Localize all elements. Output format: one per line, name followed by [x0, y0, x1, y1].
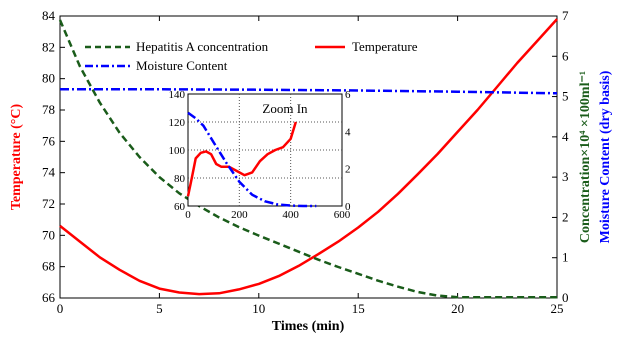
- y-right-tick-label: 5: [562, 89, 569, 104]
- inset-x-tick-label: 200: [231, 209, 248, 221]
- inset-y-left-tick-label: 120: [169, 117, 186, 129]
- legend-hepatitis-label: Hepatitis A concentration: [136, 39, 269, 54]
- series-line-moisture-content: [60, 88, 558, 95]
- inset-grid: [188, 94, 342, 206]
- inset-y-left-tick-label: 80: [174, 173, 186, 185]
- series-line-hepatitis-a-concentration: [58, 19, 557, 299]
- inset-y-right-tick-label: 2: [345, 164, 351, 176]
- legend: Hepatitis A concentration Temperature Mo…: [85, 39, 418, 73]
- y-right-tick-label: 7: [562, 8, 569, 23]
- y-left-tick-label: 82: [42, 39, 55, 54]
- x-tick-label: 5: [156, 301, 163, 316]
- y-right-tick-label: 2: [562, 209, 569, 224]
- y-left-tick-label: 84: [42, 8, 56, 23]
- legend-moisture-label: Moisture Content: [136, 58, 228, 73]
- x-tick-label: 15: [352, 301, 365, 316]
- inset-series-line-moisture-content: [187, 111, 317, 208]
- y-left-tick-label: 68: [42, 259, 55, 274]
- x-tick-label: 0: [57, 301, 64, 316]
- inset-title: Zoom In: [262, 101, 308, 116]
- inset-y-left-tick-label: 100: [169, 145, 186, 157]
- main-series: [58, 18, 558, 299]
- inset-x-tick-label: 600: [334, 209, 351, 221]
- y-right-tick-label: 0: [562, 290, 569, 305]
- x-axis-label: Times (min): [272, 319, 345, 334]
- y-left-tick-label: 72: [42, 196, 55, 211]
- y-left-tick-label: 80: [42, 71, 55, 86]
- y-left-tick-label: 66: [42, 290, 56, 305]
- inset-y-right-tick-label: 6: [345, 89, 351, 101]
- y-right-tick-label: 4: [562, 129, 569, 144]
- y-right-tick-label: 3: [562, 169, 569, 184]
- x-tick-label: 10: [252, 301, 265, 316]
- inset-y-right-tick-label: 4: [345, 126, 351, 138]
- inset-y-left-tick-label: 60: [174, 201, 186, 213]
- inset-chart: 0 200 400 600 60 80 100 120 140 0 2 4 6 Zoom In: [169, 89, 352, 221]
- y-right-axis-label-moisture: Moisture Content (dry basis): [598, 70, 613, 243]
- x-tick-label: 25: [551, 301, 564, 316]
- inset-frame: [187, 93, 343, 207]
- inset-x-tick-label: 0: [185, 209, 191, 221]
- y-right-axis-label-concentration: Concentration×10⁴ ×100ml⁻¹: [578, 71, 593, 243]
- y-left-tick-label: 78: [42, 102, 55, 117]
- inset-y-left-tick-label: 140: [169, 89, 186, 101]
- y-left-axis-label: Temperature (°C): [9, 104, 24, 211]
- inset-series-line-temperature: [186, 121, 297, 197]
- x-tick-label: 20: [451, 301, 464, 316]
- legend-temperature-label: Temperature: [352, 39, 418, 54]
- inset-axes: 0 200 400 600 60 80 100 120 140 0 2 4 6: [169, 89, 352, 221]
- y-right-tick-label: 6: [562, 48, 569, 63]
- y-left-tick-label: 74: [42, 165, 56, 180]
- inset-x-tick-label: 400: [282, 209, 299, 221]
- y-left-tick-label: 70: [42, 227, 55, 242]
- inset-series: [186, 111, 317, 208]
- y-left-tick-label: 76: [42, 133, 56, 148]
- plot-frame: [59, 15, 558, 299]
- inset-y-right-tick-label: 0: [345, 201, 351, 213]
- y-right-tick-label: 1: [562, 250, 569, 265]
- series-line-temperature: [59, 18, 558, 296]
